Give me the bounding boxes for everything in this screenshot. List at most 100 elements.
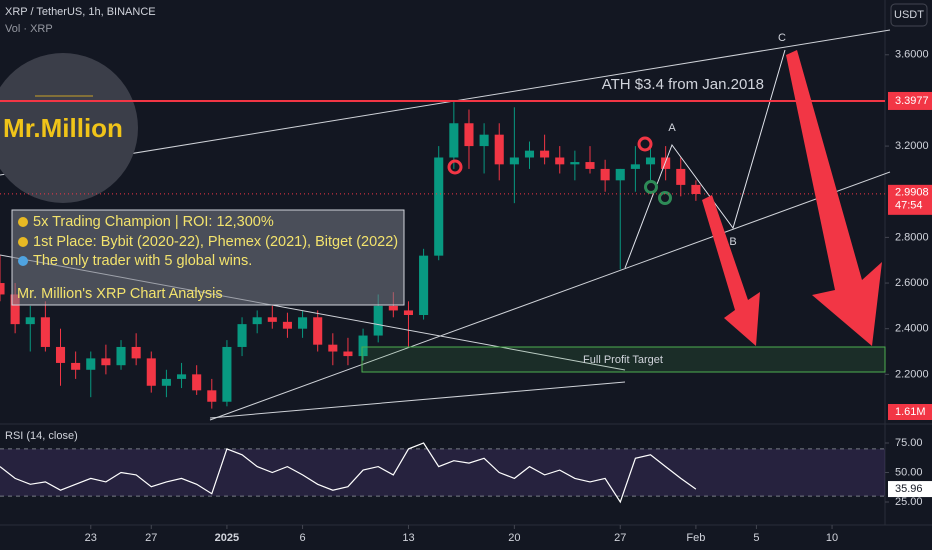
candle-body	[676, 168, 686, 185]
rsi-title: RSI (14, close)	[5, 430, 78, 442]
candle-body	[237, 324, 247, 347]
candle-body	[343, 351, 353, 357]
wave-label: B	[729, 236, 736, 248]
candle-body	[358, 335, 368, 357]
candle-body	[116, 346, 126, 366]
candle-body	[449, 123, 459, 158]
globe-icon	[18, 256, 28, 266]
candle-body	[419, 255, 429, 315]
candle-body	[161, 378, 171, 386]
y-tick-label: 2.8000	[895, 231, 929, 243]
info-box-frame	[11, 209, 405, 306]
price-tag-label: 3.3977	[895, 95, 929, 107]
candle-body	[252, 317, 262, 325]
candle-body	[71, 362, 81, 370]
rsi-tick-label: 25.00	[895, 496, 923, 508]
candle-body	[0, 283, 5, 295]
x-tick-label: 27	[614, 532, 626, 544]
wave-path	[624, 49, 786, 269]
candle-body	[177, 374, 187, 379]
price-tag	[888, 91, 932, 110]
candle-body	[388, 305, 398, 311]
trophy-icon	[18, 217, 28, 227]
candle-body	[222, 346, 232, 402]
candle-body	[328, 344, 338, 352]
currency-button[interactable]	[890, 3, 928, 27]
candle-body	[509, 157, 519, 165]
ath-label: ATH $3.4 from Jan.2018	[602, 76, 764, 93]
candle-body	[630, 164, 640, 169]
rsi-tag	[888, 481, 932, 498]
rsi-band	[0, 448, 885, 497]
candle-body	[282, 321, 292, 329]
candle-body	[40, 317, 50, 347]
x-tick-label: Feb	[686, 532, 705, 544]
down-arrow	[786, 50, 882, 346]
candle-body	[10, 294, 20, 325]
candle-body	[146, 358, 156, 386]
y-tick-label: 2.6000	[895, 277, 929, 289]
candles	[0, 100, 701, 409]
down-arrow	[702, 195, 760, 346]
signal-circle	[658, 191, 672, 205]
candle-body	[298, 317, 308, 329]
candle-body	[555, 157, 565, 165]
candle-body	[615, 168, 625, 181]
logo-circle	[0, 53, 138, 203]
y-tick-label: 2.4000	[895, 323, 929, 335]
volume-title: Vol · XRP	[5, 23, 53, 35]
price-tag-label: 2.9908	[895, 187, 929, 199]
x-tick-label: 23	[85, 532, 97, 544]
candle-body	[540, 150, 550, 158]
candle-body	[645, 157, 656, 165]
candle-body	[570, 162, 580, 165]
candle-body	[267, 317, 277, 322]
candle-body	[207, 390, 217, 402]
wave-label: A	[668, 122, 676, 134]
signal-circle	[644, 180, 658, 194]
x-tick-label: 2025	[215, 532, 239, 544]
x-tick-label: 20	[508, 532, 520, 544]
x-tick-label: 5	[753, 532, 759, 544]
x-tick-label: 27	[145, 532, 157, 544]
y-tick-label: 2.2000	[895, 368, 929, 380]
candle-body	[479, 134, 489, 147]
y-tick-label: 3.2000	[895, 140, 929, 152]
volume-tag	[888, 404, 932, 420]
candle-body	[600, 168, 610, 181]
info-title: Mr. Million's XRP Chart Analysis	[17, 286, 223, 302]
candle-body	[434, 157, 444, 256]
support-line	[209, 381, 626, 419]
rsi-tick-label: 50.00	[895, 466, 923, 478]
wave-label: C	[778, 32, 786, 44]
symbol-title: XRP / TetherUS, 1h, BINANCE	[5, 6, 156, 18]
price-tag	[888, 184, 932, 215]
candle-body	[25, 317, 35, 325]
candle-body	[131, 346, 141, 359]
x-tick-label: 10	[826, 532, 838, 544]
candle-body	[192, 374, 202, 391]
candle-body	[494, 134, 504, 165]
countdown-label: 47:54	[895, 200, 923, 212]
medal-icon	[18, 237, 28, 247]
upper-trendline	[0, 29, 891, 176]
info-line: 1st Place: Bybit (2020-22), Phemex (2021…	[33, 234, 398, 250]
candle-body	[55, 346, 66, 363]
candle-body	[313, 317, 323, 345]
target-zone	[361, 346, 886, 373]
info-line: The only trader with 5 global wins.	[33, 253, 252, 269]
candle-body	[86, 358, 96, 370]
signal-circle	[637, 136, 653, 152]
candle-body	[101, 358, 111, 366]
rsi-tag-label: 35.96	[895, 483, 923, 495]
info-line: 5x Trading Champion | ROI: 12,300%	[33, 214, 274, 230]
candle-body	[661, 157, 671, 169]
x-tick-label: 13	[402, 532, 414, 544]
candle-body	[691, 184, 701, 195]
candle-body	[585, 162, 595, 169]
candle-body	[524, 150, 535, 158]
currency-label[interactable]: USDT	[894, 9, 924, 21]
candle-body	[464, 123, 474, 147]
